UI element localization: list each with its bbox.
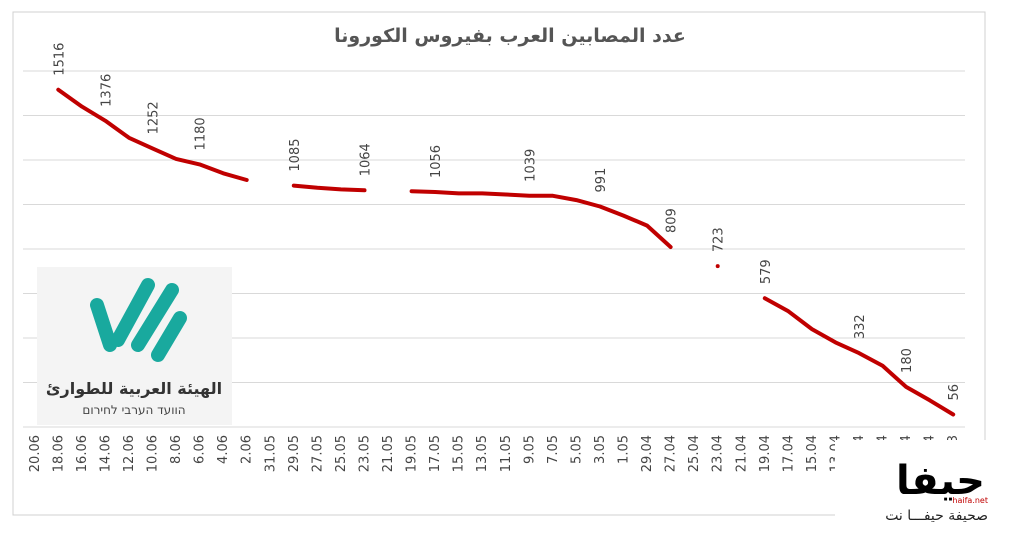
x-tick-label: 27.05 [310, 435, 325, 472]
x-tick-label: 2.06 [240, 435, 255, 464]
x-tick-label: 3.05 [593, 435, 608, 464]
x-tick-label: 19.05 [405, 435, 420, 472]
org-logo: الهيئة العربية للطوارئ הוועד הערבי לחירו… [37, 267, 232, 425]
data-label: 723 [712, 227, 727, 252]
x-tick-label: 15.05 [452, 435, 467, 472]
x-tick-label: 25.05 [334, 435, 349, 472]
x-tick-label: 20.06 [28, 435, 43, 472]
x-tick-label: 16.06 [75, 435, 90, 472]
x-tick-label: 9.05 [522, 435, 537, 464]
data-label: 1064 [358, 143, 373, 176]
x-tick-label: 1.05 [617, 435, 632, 464]
data-label: 180 [900, 348, 915, 373]
x-tick-label: 6.06 [193, 435, 208, 464]
x-tick-label: 23.05 [357, 435, 372, 472]
x-tick-label: 31.05 [263, 435, 278, 472]
data-label: 1180 [194, 117, 209, 150]
data-label: 56 [947, 384, 962, 401]
data-label: 991 [594, 168, 609, 193]
x-tick-label: 23.04 [711, 435, 726, 472]
x-tick-label: 25.04 [687, 435, 702, 472]
x-tick-label: 18.06 [51, 435, 66, 472]
data-label: 332 [853, 314, 868, 339]
site-logo: حيفا haifa.net صحيفة حيفـــا نت [835, 440, 1020, 530]
data-label: 1252 [147, 101, 162, 134]
data-label: 1085 [288, 138, 303, 171]
site-box [835, 440, 1020, 530]
x-tick-label: 19.04 [758, 435, 773, 472]
x-tick-label: 27.04 [664, 435, 679, 472]
x-tick-label: 7.05 [546, 435, 561, 464]
x-tick-label: 21.04 [734, 435, 749, 472]
data-label: 1039 [523, 149, 538, 182]
x-tick-label: 21.05 [381, 435, 396, 472]
site-name: حيفا [896, 458, 985, 504]
org-subtitle: הוועד הערבי לחירום [82, 403, 185, 417]
x-tick-label: 4.06 [216, 435, 231, 464]
x-tick-label: 17.04 [781, 435, 796, 472]
data-label: 1056 [429, 145, 444, 178]
x-tick-label: 10.06 [146, 435, 161, 472]
chart-frame [12, 11, 986, 516]
chart-title: عدد المصابين العرب بفيروس الكورونا [334, 25, 686, 47]
x-tick-label: 8.06 [169, 435, 184, 464]
x-tick-label: 15.04 [805, 435, 820, 472]
data-label: 1376 [99, 74, 114, 107]
site-caption: صحيفة حيفـــا نت [885, 508, 988, 524]
x-tick-label: 12.06 [122, 435, 137, 472]
x-tick-label: 17.05 [428, 435, 443, 472]
data-line [56, 87, 956, 417]
x-tick-label: 14.06 [98, 435, 113, 472]
site-domain: haifa.net [952, 496, 988, 505]
data-label: 1516 [52, 43, 67, 76]
x-tick-label: 5.05 [569, 435, 584, 464]
x-tick-label: 13.05 [475, 435, 490, 472]
org-name: الهيئة العربية للطوارئ [46, 379, 222, 398]
data-label: 809 [665, 208, 680, 233]
x-tick-label: 11.05 [499, 435, 514, 472]
logo-mark [90, 278, 187, 362]
data-label: 579 [759, 259, 774, 284]
x-tick-label: 29.05 [287, 435, 302, 472]
x-tick-label: 29.04 [640, 435, 655, 472]
